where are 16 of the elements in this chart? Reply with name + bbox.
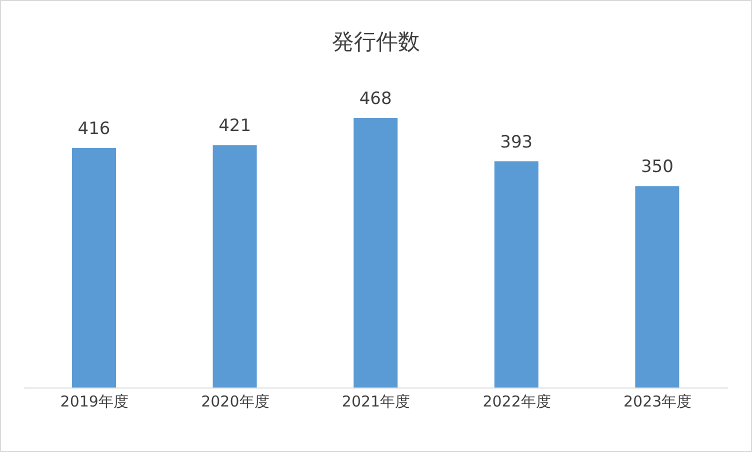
data-label: 416 (78, 119, 110, 139)
x-tick-label: 2020年度 (201, 392, 270, 411)
bar (635, 186, 680, 388)
bar (212, 145, 257, 388)
data-label: 421 (218, 116, 252, 136)
data-label: 393 (500, 132, 533, 152)
data-label: 468 (359, 89, 392, 109)
data-label: 350 (640, 157, 674, 178)
x-tick-label: 2021年度 (342, 392, 410, 411)
bar (72, 148, 116, 388)
x-tick-label: 2023年度 (624, 392, 692, 411)
chart-title: 発行件数 (331, 29, 421, 57)
bar (354, 118, 398, 388)
bar (494, 161, 538, 388)
x-tick-label: 2022年度 (482, 392, 551, 411)
x-tick-label: 2019年度 (60, 392, 128, 411)
